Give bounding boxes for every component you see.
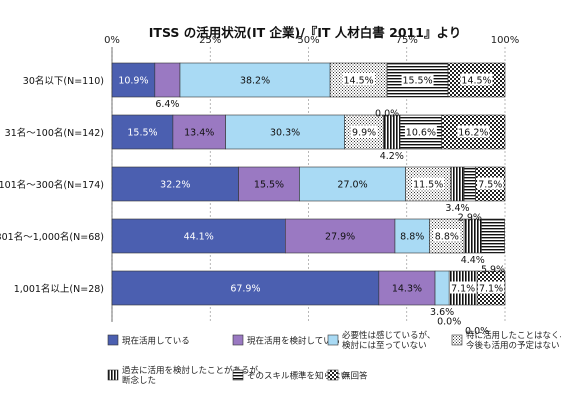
data-label: 8.8% [435,232,459,243]
legend-label: 過去に活用を検討したことがあるが、断念した [122,365,266,386]
data-label: 0.0% [437,317,461,328]
data-label: 9.9% [352,128,376,139]
data-label: 7.5% [478,180,502,191]
data-label: 7.1% [451,284,475,295]
label-backdrop [449,281,477,294]
legend-label: 現在活用している [122,336,190,347]
legend-label: 現在活用を検討している [247,336,340,347]
data-label: 44.1% [184,232,214,243]
label-backdrop [412,177,445,190]
label-backdrop [477,281,505,294]
data-label: 15.5% [402,76,432,87]
label-backdrop [401,73,434,86]
label-backdrop [350,125,378,138]
data-label: 10.6% [406,128,436,139]
bar-segment [285,218,396,254]
data-label: 32.2% [160,180,190,191]
legend-swatch [107,334,119,346]
category-label: 301名～1,000名(N=68) [0,231,104,243]
data-label: 30.3% [270,128,300,139]
data-label: 6.4% [155,99,179,110]
data-label: 13.4% [184,128,214,139]
x-tick-label: 25% [199,35,221,46]
bar-segment [172,114,226,150]
legend-swatch [232,334,244,346]
bar-segment [434,270,450,306]
legend-swatch [327,369,339,381]
data-label: 15.5% [254,180,284,191]
legend-label: そのスキル標準を知らない [247,371,349,382]
bar-segment [225,114,345,150]
data-label: 27.0% [337,180,367,191]
category-label: 30名以下(N=110) [23,75,104,87]
bar-segment [463,218,482,254]
bar-segment [378,270,436,306]
data-label: 3.6% [430,307,454,318]
legend-swatch [451,334,463,346]
label-backdrop [457,125,490,138]
legend-label: 無回答 [342,371,368,382]
bar-segment [154,62,181,98]
bar-segment [394,218,430,254]
bar-segment [386,62,449,98]
bar-segment [463,166,476,202]
data-label: 27.9% [325,232,355,243]
bar-segment [383,114,401,150]
label-backdrop [477,177,504,190]
x-tick-label: 0% [104,35,120,46]
bar-segment [450,166,465,202]
x-tick-label: 75% [396,35,418,46]
data-label: 11.5% [413,180,443,191]
bar-segment [111,114,174,150]
bar-segment [111,218,286,254]
x-tick-label: 50% [297,35,319,46]
data-label: 15.5% [127,128,157,139]
data-label: 3.4% [445,203,469,214]
data-label: 8.8% [400,232,424,243]
bar-segment [111,166,239,202]
legend-label: 必要性は感じているが、検討には至っていない [342,330,435,351]
label-backdrop [433,229,461,242]
legend-swatch [327,334,339,346]
data-label: 5.9% [481,265,505,276]
data-label: 7.1% [479,284,503,295]
data-label: 14.3% [392,284,422,295]
data-label: 14.5% [344,76,374,87]
label-backdrop [342,73,375,86]
label-backdrop [460,73,493,86]
data-label: 67.9% [230,284,260,295]
category-label: 1,001名以上(N=28) [14,283,104,295]
bar-segment [481,218,505,254]
bar-segment [179,62,331,98]
data-label: 4.2% [380,151,404,162]
bar-segment [299,166,406,202]
chart-title: ITSS の活用状況(IT 企業)/『IT 人材白書 2011』より [149,25,461,40]
data-label: 2.9% [458,213,482,224]
data-label: 14.5% [461,76,491,87]
category-label: 101名～300名(N=174) [0,179,104,191]
label-backdrop [404,125,437,138]
data-label: 0.0% [375,109,399,120]
data-label: 4.4% [461,255,485,266]
legend-label: 特に活用したことはなく、今後も活用の予定はない [466,330,561,351]
bar-segment [238,166,300,202]
data-label: 16.2% [458,128,488,139]
category-label: 31名～100名(N=142) [5,127,104,139]
data-label: 38.2% [240,76,270,87]
data-label: 10.9% [118,76,148,87]
x-tick-label: 100% [491,35,520,46]
data-label: 0.0% [465,326,489,337]
legend-swatch [232,369,244,381]
legend-swatch [107,369,119,381]
bar-segment [111,270,380,306]
